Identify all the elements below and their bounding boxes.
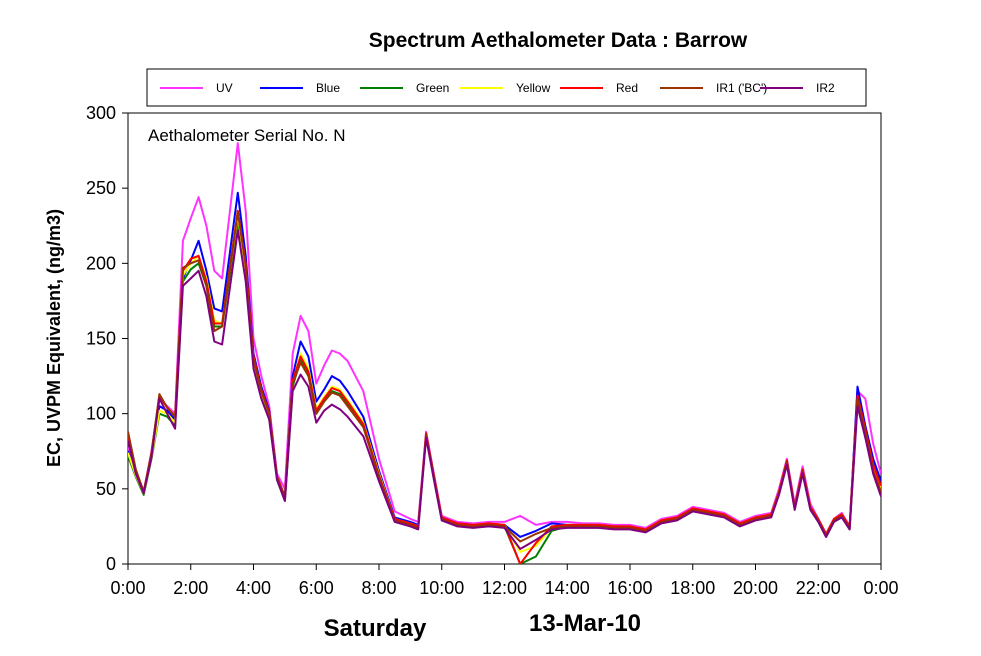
y-tick-label: 0 xyxy=(106,554,116,574)
plot-area xyxy=(127,112,882,565)
series-layer xyxy=(128,142,881,564)
legend-label: UV xyxy=(216,81,233,95)
x-tick-label: 14:00 xyxy=(545,578,590,598)
x-tick-label: 22:00 xyxy=(796,578,841,598)
x-tick-label: 16:00 xyxy=(607,578,652,598)
axes-layer: 0 50 100 150 200 250 300 0:00 2:00 4:00 6:00 8:00 10… xyxy=(86,103,899,598)
legend-label: IR1 ('BC') xyxy=(716,81,767,95)
legend-label: Green xyxy=(416,81,449,95)
footer-date: 13-Mar-10 xyxy=(529,610,641,637)
chart-title: Spectrum Aethalometer Data : Barrow xyxy=(369,29,748,52)
x-tick-label: 6:00 xyxy=(299,578,334,598)
annotation-serial-no: Aethalometer Serial No. N xyxy=(148,126,345,145)
series-line-6 xyxy=(128,229,881,550)
legend-label: Red xyxy=(616,81,638,95)
x-tick-label: 2:00 xyxy=(173,578,208,598)
y-tick-label: 250 xyxy=(86,178,116,198)
footer-day: Saturday xyxy=(324,615,427,642)
x-tick-label: 18:00 xyxy=(670,578,715,598)
x-tick-label: 10:00 xyxy=(419,578,464,598)
x-tick-label: 0:00 xyxy=(110,578,145,598)
x-tick-label: 20:00 xyxy=(733,578,778,598)
x-tick-label: 0:00 xyxy=(863,578,898,598)
legend-label: IR2 xyxy=(816,81,835,95)
y-tick-label: 50 xyxy=(96,479,116,499)
y-tick-label: 300 xyxy=(86,103,116,123)
legend: UV Blue Green Yellow Red IR1 ('BC') IR2 xyxy=(160,81,835,95)
legend-label: Blue xyxy=(316,81,340,95)
y-tick-label: 100 xyxy=(86,404,116,424)
y-tick-label: 150 xyxy=(86,329,116,349)
x-tick-label: 8:00 xyxy=(361,578,396,598)
x-tick-label: 4:00 xyxy=(236,578,271,598)
y-axis-label: EC, UVPM Equivalent, (ng/m3) xyxy=(44,209,64,467)
y-tick-label: 200 xyxy=(86,253,116,273)
x-tick-label: 12:00 xyxy=(482,578,527,598)
legend-label: Yellow xyxy=(516,81,551,95)
